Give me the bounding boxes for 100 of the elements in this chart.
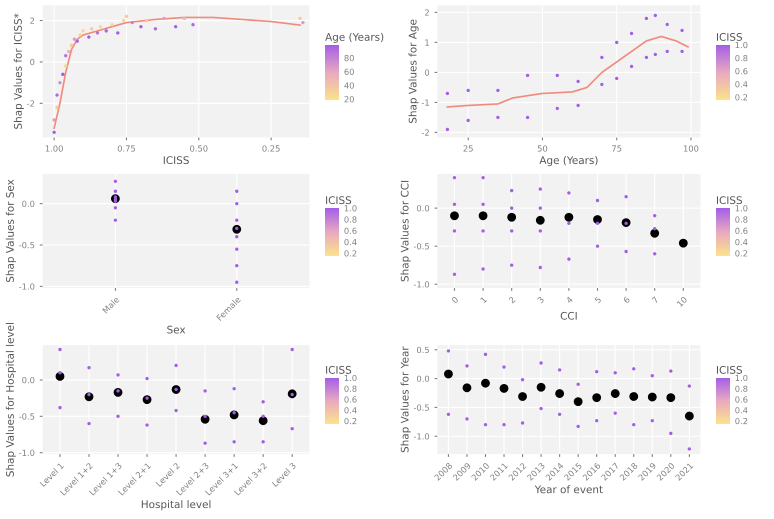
point (644, 16, 648, 20)
y-axis-title: Shap Values for CCI (400, 180, 411, 282)
color-bar-label: 0.8 (344, 216, 357, 223)
x-tick-label: 1 (480, 296, 488, 304)
y-tick-label: 0.0 (22, 376, 34, 384)
point (72, 37, 76, 41)
point (139, 25, 143, 28)
color-bar-title: ICISS (326, 196, 352, 204)
point (496, 88, 500, 92)
color-bar-label: 0.4 (735, 238, 748, 246)
color-bar-label: 0.4 (344, 407, 357, 414)
point (594, 370, 598, 374)
color-bar-label: 0.2 (735, 418, 748, 424)
point (576, 104, 580, 108)
point (536, 382, 546, 392)
y-tick-label: 0.0 (416, 205, 430, 212)
y-tick-label: -1.0 (414, 281, 430, 288)
point (558, 412, 562, 416)
point (629, 392, 638, 401)
color-bar-label: 0.6 (735, 228, 748, 234)
y-tick-label: 1 (425, 39, 429, 46)
color-bar-title: ICISS (326, 366, 352, 374)
color-bar-label: 40 (344, 82, 354, 89)
x-tick-label: 7 (652, 296, 659, 304)
point (576, 424, 580, 428)
color-bar-label: 0.8 (735, 216, 748, 223)
x-tick-label: 0.75 (118, 145, 136, 152)
y-tick-label: -1 (422, 100, 429, 106)
y-axis-title: Shap Values for Year (400, 346, 411, 452)
point (539, 406, 543, 410)
point (558, 368, 562, 372)
point (632, 367, 636, 370)
point (52, 118, 56, 122)
point (90, 27, 94, 30)
point (87, 35, 91, 39)
point (526, 74, 530, 78)
color-bar-title: ICISS (716, 32, 742, 41)
color-bar-label: 0.2 (344, 418, 356, 424)
color-bar-label: 60 (344, 68, 354, 75)
point (666, 50, 669, 54)
point (116, 31, 120, 35)
y-tick-label: -0.5 (414, 404, 429, 411)
y-tick-label: -1.0 (414, 433, 430, 440)
color-bar-title: Age (Years) (325, 32, 384, 43)
point (666, 22, 669, 26)
point (462, 383, 472, 392)
x-tick-label: 75 (612, 145, 622, 152)
x-axis-title: Age (Years) (539, 156, 598, 166)
y-tick-label: 0.0 (416, 376, 430, 382)
point (76, 40, 79, 43)
point (70, 44, 74, 48)
point (688, 447, 692, 451)
point (518, 392, 527, 401)
x-tick-label: 25 (464, 145, 473, 152)
color-bar-label: 0.2 (735, 94, 748, 100)
line-series (446, 36, 689, 108)
point (446, 349, 450, 353)
point (680, 50, 684, 54)
point (496, 116, 500, 120)
color-bar-title: ICISS (716, 196, 742, 204)
x-axis-title: Year of event (534, 485, 603, 494)
point (576, 80, 580, 84)
x-axis-title: CCI (560, 312, 577, 320)
y-axis-title: Shap Values for Age (408, 20, 419, 123)
point (81, 29, 85, 33)
point (124, 14, 128, 18)
point (680, 28, 684, 32)
x-tick-label: 50 (538, 145, 548, 152)
x-axis-title: ICISS (164, 156, 189, 164)
x-tick-label: 6 (622, 296, 630, 304)
y-tick-label: -2 (422, 129, 429, 136)
point (78, 33, 82, 37)
y-tick-label: -0.5 (19, 242, 34, 248)
y-tick-label: 2 (30, 17, 34, 24)
point (465, 364, 469, 368)
x-tick-label: 0 (451, 296, 459, 304)
point (484, 423, 488, 426)
point (600, 56, 604, 60)
x-tick-label: 1.00 (46, 145, 63, 152)
point (576, 382, 580, 386)
color-bar-label: 80 (344, 54, 354, 62)
point (520, 378, 524, 382)
y-tick-label: -0.5 (19, 413, 34, 420)
color-bar-label: 0.8 (735, 54, 748, 62)
point (650, 374, 654, 378)
point (610, 389, 620, 398)
y-tick-label: -1.0 (19, 283, 34, 290)
color-bar-label: 0.6 (735, 396, 748, 403)
color-bar-label: 0.2 (735, 250, 748, 257)
color-bar-label: 0.8 (735, 386, 748, 392)
y-axis-title: Shap Values for ICISS* (14, 14, 24, 129)
point (484, 352, 488, 356)
point (61, 72, 65, 76)
point (614, 371, 617, 375)
point (556, 106, 560, 110)
point (600, 82, 604, 86)
color-bar-label: 0.4 (735, 81, 748, 88)
color-bar-label: 0.2 (344, 250, 356, 257)
color-bar-label: 0.4 (344, 238, 357, 246)
point (615, 40, 618, 44)
